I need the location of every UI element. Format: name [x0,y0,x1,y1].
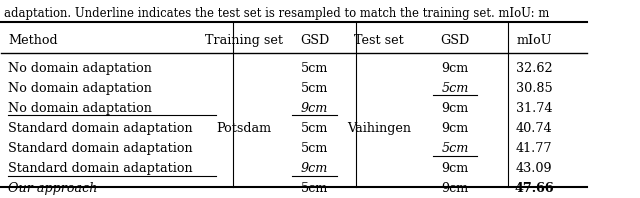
Text: 9cm: 9cm [442,182,468,195]
Text: Training set: Training set [205,34,284,47]
Text: 40.74: 40.74 [516,122,552,135]
Text: adaptation. Underline indicates the test set is resampled to match the training : adaptation. Underline indicates the test… [4,7,550,20]
Text: Standard domain adaptation: Standard domain adaptation [8,122,193,135]
Text: 5cm: 5cm [301,142,328,155]
Text: 5cm: 5cm [442,82,469,95]
Text: 5cm: 5cm [301,122,328,135]
Text: 9cm: 9cm [301,102,328,115]
Text: 31.74: 31.74 [516,102,552,115]
Text: Our approach: Our approach [8,182,98,195]
Text: 32.62: 32.62 [516,62,552,75]
Text: Vaihingen: Vaihingen [347,122,411,135]
Text: 43.09: 43.09 [516,162,552,175]
Text: 47.66: 47.66 [515,182,554,195]
Text: Method: Method [8,34,58,47]
Text: 5cm: 5cm [301,182,328,195]
Text: 9cm: 9cm [442,102,468,115]
Text: 9cm: 9cm [442,62,468,75]
Text: 5cm: 5cm [301,82,328,95]
Text: 5cm: 5cm [442,142,469,155]
Text: 30.85: 30.85 [516,82,552,95]
Text: Test set: Test set [354,34,404,47]
Text: Standard domain adaptation: Standard domain adaptation [8,162,193,175]
Text: No domain adaptation: No domain adaptation [8,102,152,115]
Text: GSD: GSD [440,34,470,47]
Text: 5cm: 5cm [301,62,328,75]
Text: Potsdam: Potsdam [217,122,272,135]
Text: No domain adaptation: No domain adaptation [8,82,152,95]
Text: mIoU: mIoU [516,34,552,47]
Text: 9cm: 9cm [301,162,328,175]
Text: 9cm: 9cm [442,122,468,135]
Text: No domain adaptation: No domain adaptation [8,62,152,75]
Text: 41.77: 41.77 [516,142,552,155]
Text: GSD: GSD [300,34,329,47]
Text: 9cm: 9cm [442,162,468,175]
Text: Standard domain adaptation: Standard domain adaptation [8,142,193,155]
